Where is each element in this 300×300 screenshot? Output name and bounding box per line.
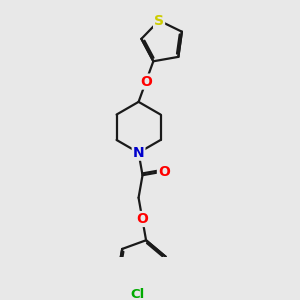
Text: N: N: [133, 146, 144, 160]
Text: O: O: [140, 75, 152, 88]
Text: S: S: [154, 14, 164, 28]
Text: O: O: [158, 165, 170, 179]
Text: Cl: Cl: [130, 288, 144, 300]
Text: O: O: [136, 212, 148, 226]
